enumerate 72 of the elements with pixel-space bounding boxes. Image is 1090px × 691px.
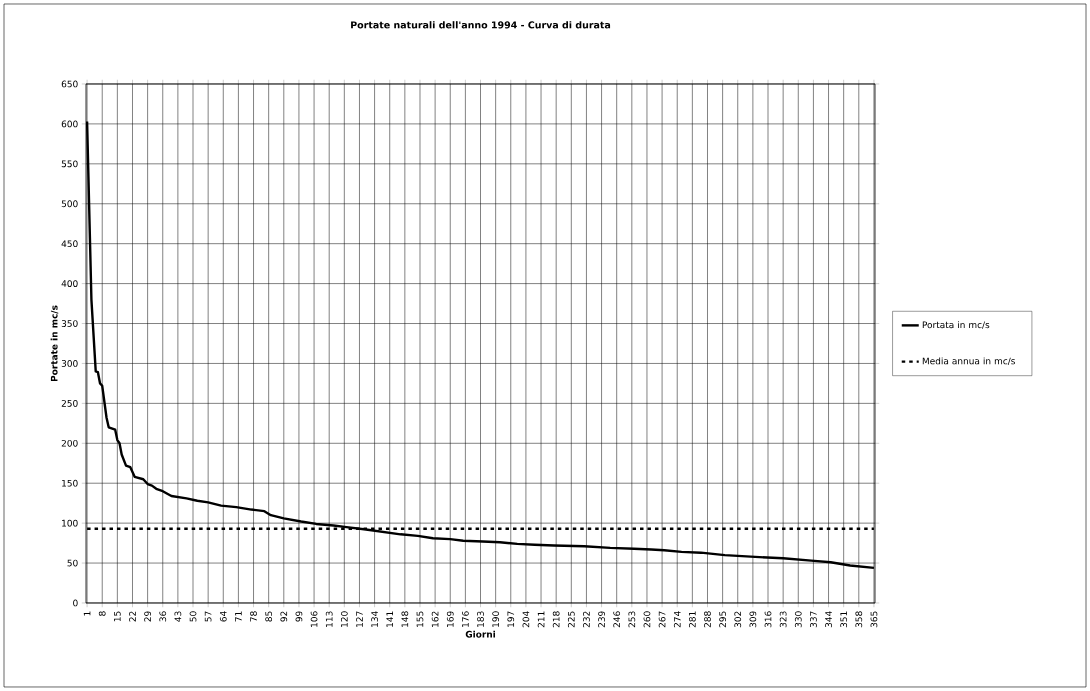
- x-tick-label: 218: [552, 611, 560, 628]
- x-tick-label: 78: [250, 611, 257, 622]
- x-tick-label: 15: [114, 611, 121, 622]
- legend-label: Media annua in mc/s: [922, 357, 1015, 366]
- x-tick-label: 281: [688, 611, 696, 628]
- x-tick-label: 365: [870, 611, 878, 628]
- x-tick-label: 211: [537, 611, 545, 628]
- x-tick-label: 225: [567, 611, 575, 628]
- x-tick-label: 246: [613, 611, 621, 628]
- y-tick-label: 50: [67, 559, 78, 567]
- x-tick-label: 36: [159, 611, 167, 622]
- y-tick-label: 400: [61, 280, 78, 287]
- x-tick-label: 43: [174, 611, 182, 622]
- x-tick-label: 197: [507, 611, 515, 627]
- x-tick-label: 232: [583, 611, 590, 628]
- x-tick-label: 162: [431, 611, 439, 627]
- y-tick-label: 550: [61, 160, 78, 168]
- chart-title: Portate naturali dell'anno 1994 - Curva di durata: [351, 21, 611, 29]
- x-tick-label: 302: [734, 611, 742, 628]
- x-tick-label: 344: [825, 611, 832, 628]
- x-tick-label: 141: [386, 611, 393, 627]
- y-tick-label: 600: [61, 120, 78, 128]
- x-tick-label: 176: [461, 611, 469, 627]
- x-tick-label: 183: [477, 611, 484, 627]
- x-tick-label: 288: [704, 611, 711, 628]
- y-tick-label: 300: [61, 360, 78, 367]
- x-tick-label: 1: [83, 611, 91, 616]
- x-tick-label: 127: [356, 611, 363, 627]
- x-tick-label: 85: [265, 611, 273, 622]
- x-axis-title: Giorni: [465, 630, 496, 638]
- x-tick-label: 99: [295, 611, 303, 622]
- x-tick-label: 22: [129, 611, 136, 622]
- y-tick-label: 150: [62, 479, 78, 487]
- x-tick-label: 169: [446, 611, 454, 627]
- legend-label: Portata in mc/s: [922, 321, 990, 329]
- x-tick-label: 253: [628, 611, 636, 628]
- x-tick-label: 155: [416, 611, 424, 627]
- x-tick-label: 106: [310, 611, 318, 627]
- x-tick-label: 57: [204, 611, 212, 622]
- y-tick-label: 650: [61, 80, 78, 88]
- x-tick-label: 274: [673, 611, 681, 628]
- y-tick-label: 100: [62, 519, 78, 527]
- x-tick-label: 330: [794, 611, 802, 628]
- x-tick-label: 337: [810, 611, 817, 628]
- x-tick-label: 148: [401, 611, 409, 627]
- x-tick-label: 64: [219, 611, 227, 622]
- x-tick-label: 358: [855, 611, 863, 628]
- x-tick-label: 50: [189, 611, 197, 622]
- x-tick-label: 134: [371, 611, 378, 627]
- x-tick-label: 92: [280, 611, 288, 622]
- x-tick-label: 267: [658, 611, 666, 628]
- x-tick-label: 8: [98, 611, 106, 616]
- y-tick-label: 250: [61, 399, 78, 407]
- y-tick-label: 350: [61, 320, 78, 327]
- y-tick-label: 200: [61, 439, 78, 447]
- x-tick-label: 113: [325, 611, 333, 627]
- x-tick-label: 351: [840, 611, 848, 628]
- x-tick-label: 323: [779, 611, 787, 628]
- x-tick-label: 316: [764, 611, 772, 628]
- x-tick-label: 295: [719, 611, 727, 628]
- x-tick-label: 204: [522, 611, 530, 628]
- x-tick-label: 71: [235, 611, 242, 622]
- x-tick-label: 190: [492, 611, 500, 627]
- x-tick-label: 239: [598, 611, 605, 628]
- y-tick-label: 0: [73, 599, 78, 607]
- x-tick-label: 309: [749, 611, 757, 628]
- y-axis-title: Portate in mc/s: [50, 305, 59, 382]
- y-tick-label: 450: [61, 240, 78, 248]
- x-tick-label: 120: [340, 611, 348, 627]
- x-tick-label: 29: [144, 611, 152, 622]
- y-tick-label: 500: [61, 200, 78, 208]
- x-tick-label: 260: [643, 611, 651, 628]
